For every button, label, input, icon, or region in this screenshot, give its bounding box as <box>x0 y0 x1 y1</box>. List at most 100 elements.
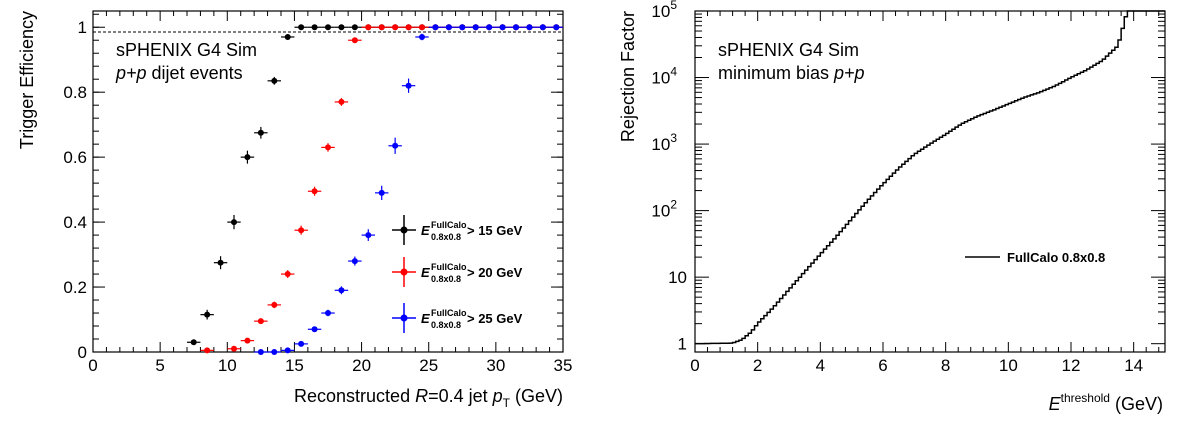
rej-x-tick-label: 0 <box>690 356 699 375</box>
efficiency-point <box>348 24 362 31</box>
x-tick-label: 10 <box>218 356 237 375</box>
legend-e: E <box>421 311 430 326</box>
rej-y-tick-label: 10 <box>668 268 687 287</box>
efficiency-point <box>281 270 295 278</box>
efficiency-point <box>321 24 335 31</box>
rej-y-tick-base: 10 <box>651 69 670 88</box>
efficiency-annotation-subtitle: p+p dijet events <box>115 63 243 83</box>
y-tick-label: 0.2 <box>63 278 87 297</box>
rej-xlabel-e: E <box>1049 394 1062 414</box>
rejection-annotation-title: sPHENIX G4 Sim <box>718 40 859 60</box>
rejection-annotation-minbias: minimum bias <box>718 63 834 83</box>
legend-sup: FullCalo <box>431 262 467 272</box>
legend-threshold: > 25 GeV <box>467 311 523 326</box>
xlabel-r: R <box>415 386 428 406</box>
efficiency-point <box>307 326 322 333</box>
rejection-y-axis-label: Rejection Factor <box>618 11 638 142</box>
efficiency-point <box>495 24 510 31</box>
efficiency-point <box>442 24 456 31</box>
efficiency-point <box>415 24 429 31</box>
rej-y-tick-exp: 5 <box>670 0 677 12</box>
x-tick-label: 0 <box>88 356 97 375</box>
efficiency-point <box>227 214 241 230</box>
y-tick-label: 0.8 <box>63 83 87 102</box>
xlabel-unit: (GeV) <box>510 386 563 406</box>
xlabel-sub: T <box>503 396 511 410</box>
efficiency-point <box>549 24 563 31</box>
efficiency-point <box>281 33 295 40</box>
efficiency-point <box>375 24 389 31</box>
rej-y-tick-label: 102 <box>651 198 677 221</box>
y-tick-label: 1 <box>78 18 87 37</box>
rejection-plot-frame <box>694 10 1166 353</box>
efficiency-point <box>200 347 214 354</box>
rej-xlabel-sup: threshold <box>1061 391 1110 405</box>
efficiency-point <box>375 185 389 201</box>
efficiency-legend-entry: E FullCalo 0.8x0.8 > 15 GeV <box>392 215 523 245</box>
legend-sup: FullCalo <box>431 220 467 230</box>
efficiency-annotation-events: dijet events <box>147 63 243 83</box>
efficiency-point <box>254 349 268 355</box>
efficiency-point <box>254 126 268 139</box>
rej-x-tick-label: 2 <box>753 356 762 375</box>
efficiency-point <box>240 337 255 344</box>
efficiency-point <box>227 345 241 352</box>
rej-y-tick-exp: 2 <box>670 198 677 212</box>
efficiency-point <box>536 24 550 31</box>
rej-y-tick-exp: 3 <box>670 131 677 145</box>
efficiency-point <box>321 309 335 317</box>
efficiency-point <box>482 24 496 31</box>
efficiency-legend-entry: E FullCalo 0.8x0.8 > 25 GeV <box>392 303 523 333</box>
legend-sup: FullCalo <box>431 308 467 318</box>
efficiency-point <box>334 286 349 295</box>
efficiency-point <box>267 76 281 85</box>
efficiency-point <box>334 98 349 106</box>
x-tick-label: 5 <box>155 356 164 375</box>
rejection-legend-label: FullCalo 0.8x0.8 <box>1007 250 1105 265</box>
efficiency-x-axis-label: Reconstructed R=0.4 jet pT (GeV) <box>294 386 563 410</box>
rej-x-tick-label: 12 <box>1062 356 1081 375</box>
efficiency-plot-frame <box>92 10 564 353</box>
efficiency-point <box>200 309 214 320</box>
x-tick-label: 35 <box>554 356 573 375</box>
efficiency-annotation-title: sPHENIX G4 Sim <box>116 40 257 60</box>
efficiency-point <box>455 24 469 31</box>
efficiency-axis-ticks: 0 5 10 15 20 25 30 35 0 0.2 0.4 0.6 0.8 1 <box>63 11 572 375</box>
efficiency-point <box>388 137 402 154</box>
efficiency-point <box>361 229 375 241</box>
legend-sub: 0.8x0.8 <box>431 320 461 330</box>
x-tick-label: 15 <box>285 356 304 375</box>
efficiency-point <box>294 24 308 31</box>
rej-x-tick-label: 10 <box>999 356 1018 375</box>
rejection-annotation-pp: p+p <box>833 63 865 83</box>
efficiency-point <box>401 24 416 31</box>
efficiency-point <box>294 340 308 347</box>
x-tick-label: 20 <box>352 356 371 375</box>
efficiency-point <box>348 256 362 266</box>
rej-x-tick-label: 4 <box>816 356 825 375</box>
efficiency-point <box>415 33 429 41</box>
rej-y-tick-exp: 4 <box>670 65 677 79</box>
rej-x-tick-label: 6 <box>878 356 887 375</box>
efficiency-point <box>321 143 335 152</box>
efficiency-point <box>469 24 483 31</box>
efficiency-point <box>348 37 362 44</box>
xlabel-mid: =0.4 jet <box>428 386 493 406</box>
rej-y-tick-label: 104 <box>651 65 677 88</box>
rej-y-tick-base: 10 <box>651 202 670 221</box>
x-tick-label: 25 <box>419 356 438 375</box>
efficiency-legend-entry: E FullCalo 0.8x0.8 > 20 GeV <box>392 257 523 287</box>
efficiency-point <box>307 24 322 31</box>
efficiency-annotation-pp: p+p <box>115 63 147 83</box>
rej-y-tick-base: 10 <box>651 2 670 21</box>
efficiency-point <box>281 347 295 354</box>
efficiency-point <box>334 24 349 31</box>
efficiency-point <box>187 339 201 346</box>
efficiency-point <box>267 349 281 355</box>
efficiency-point <box>307 186 322 196</box>
y-tick-label: 0.4 <box>63 213 87 232</box>
rej-y-tick-base: 10 <box>651 135 670 154</box>
